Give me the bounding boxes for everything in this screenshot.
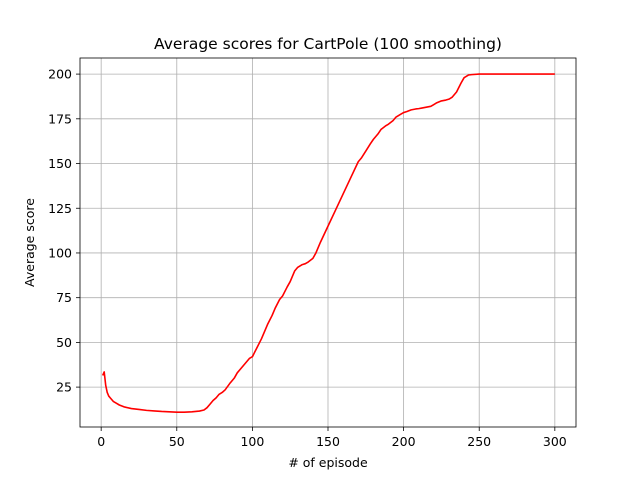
x-tick-label: 200	[392, 434, 416, 449]
y-tick-label: 175	[48, 111, 72, 126]
series-layer	[101, 73, 555, 413]
y-axis: 25 50 75 100 125 150 175 200	[48, 67, 80, 395]
grid	[80, 58, 576, 427]
y-tick-label: 25	[56, 380, 72, 395]
y-tick-label: 50	[56, 335, 72, 350]
y-axis-label: Average score	[22, 198, 37, 287]
x-tick-label: 50	[169, 434, 185, 449]
x-tick-label: 150	[316, 434, 340, 449]
x-tick-label: 100	[240, 434, 264, 449]
x-tick-label: 300	[543, 434, 567, 449]
x-tick-label: 0	[97, 434, 105, 449]
y-tick-label: 100	[48, 245, 72, 260]
x-tick-label: 250	[467, 434, 491, 449]
y-tick-label: 75	[56, 290, 72, 305]
y-tick-label: 150	[48, 156, 72, 171]
x-axis-label: # of episode	[288, 455, 368, 470]
y-tick-label: 125	[48, 201, 72, 216]
chart-title: Average scores for CartPole (100 smoothi…	[154, 35, 502, 53]
x-axis: 0 50 100 150 200 250 300	[97, 427, 567, 449]
y-tick-label: 200	[48, 67, 72, 82]
series-line	[101, 73, 555, 413]
